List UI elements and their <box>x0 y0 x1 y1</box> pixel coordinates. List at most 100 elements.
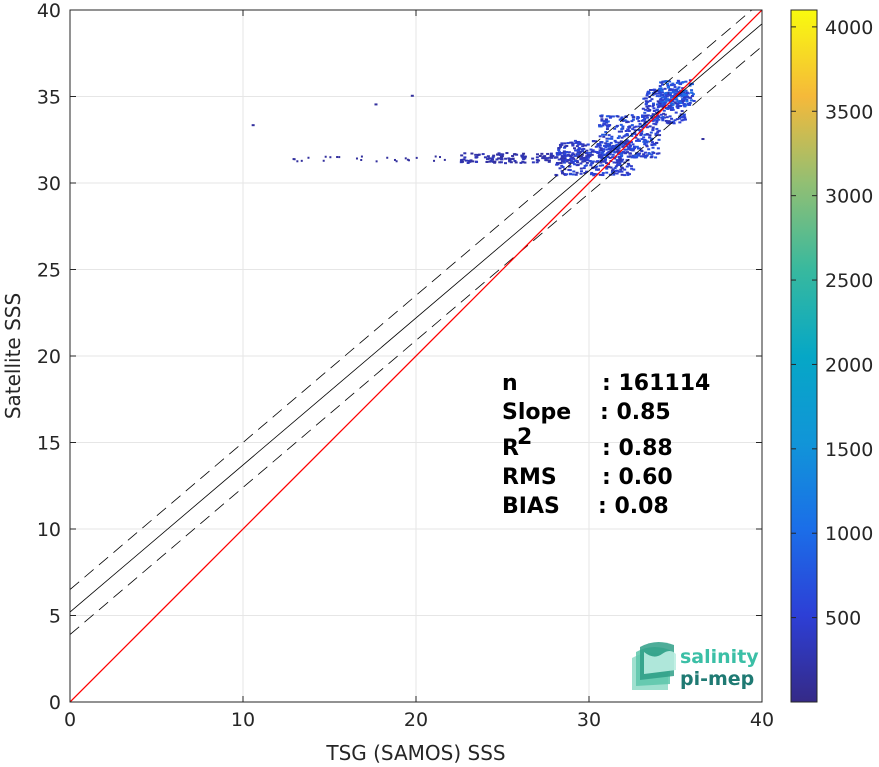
density-cell <box>670 96 674 99</box>
density-cell <box>680 119 684 122</box>
density-cell <box>623 148 627 151</box>
density-cell <box>656 131 660 134</box>
density-cell <box>627 143 631 146</box>
density-cell <box>531 157 535 160</box>
density-cell <box>563 173 567 176</box>
density-cell <box>684 104 688 107</box>
density-cell <box>655 121 659 124</box>
density-cell <box>611 153 615 156</box>
density-cell <box>648 125 652 128</box>
density-cell <box>573 163 577 166</box>
stat-value: : 0.88 <box>602 436 673 461</box>
density-cell <box>610 171 614 174</box>
density-cell <box>660 89 664 92</box>
density-cell <box>692 99 696 102</box>
density-cell <box>677 102 681 105</box>
density-cell <box>641 107 645 110</box>
density-cell <box>404 157 407 160</box>
density-cell <box>605 115 609 118</box>
density-cell <box>439 156 442 159</box>
density-cell <box>657 95 661 98</box>
density-cell <box>560 142 564 145</box>
density-cell <box>612 146 616 149</box>
density-cell <box>669 108 673 111</box>
density-cell <box>656 130 660 133</box>
density-cell <box>499 154 503 157</box>
density-cell <box>661 99 665 102</box>
density-cell <box>666 84 670 87</box>
density-cell <box>571 143 575 146</box>
density-cell <box>594 168 598 171</box>
y-tick-label: 0 <box>49 692 61 714</box>
density-cell <box>664 80 668 83</box>
density-cell <box>608 145 612 148</box>
density-cell <box>688 82 692 85</box>
density-cell <box>588 160 592 163</box>
density-cell <box>293 158 296 161</box>
density-cell <box>688 101 692 104</box>
density-cell <box>501 153 505 156</box>
density-cell <box>585 161 589 164</box>
logo-line1: salinity <box>680 646 759 668</box>
density-cell <box>573 147 577 150</box>
y-tick-label: 20 <box>37 346 61 368</box>
colorbar-tick-label: 2000 <box>825 354 873 376</box>
density-cell <box>654 123 658 126</box>
density-cell <box>679 105 683 108</box>
density-cell <box>655 127 659 130</box>
density-cell <box>559 152 563 155</box>
density-cell <box>515 153 519 156</box>
density-cell <box>593 150 597 153</box>
density-cell <box>559 145 563 148</box>
density-cell <box>637 120 641 123</box>
density-cell <box>625 148 629 151</box>
density-cell <box>568 165 572 168</box>
density-cell <box>643 143 647 146</box>
density-cell <box>575 160 579 163</box>
density-cell <box>659 103 663 106</box>
density-cell <box>597 156 601 159</box>
density-cell <box>623 168 627 171</box>
density-cell <box>554 156 558 159</box>
density-cell <box>662 103 666 106</box>
density-cell <box>582 167 586 170</box>
density-cell <box>619 123 623 126</box>
density-cell <box>564 151 568 154</box>
density-cell <box>628 152 632 155</box>
density-cell <box>615 150 619 153</box>
density-cell <box>654 132 658 135</box>
density-cell <box>668 89 672 92</box>
density-cell <box>581 143 585 146</box>
x-axis-ticks: 0 10 20 30 40 <box>64 10 774 731</box>
density-cell <box>602 160 606 163</box>
density-cell <box>701 138 705 141</box>
density-cell <box>541 157 545 160</box>
density-cell <box>549 153 553 156</box>
density-cell <box>674 88 678 91</box>
density-cell <box>671 100 675 103</box>
density-cell <box>673 93 677 96</box>
density-cell <box>614 141 618 144</box>
density-cell <box>651 126 655 129</box>
density-cell <box>579 167 583 170</box>
density-cell <box>598 149 602 152</box>
density-cell <box>590 162 594 165</box>
density-cell <box>338 156 341 159</box>
density-cell <box>474 160 478 163</box>
density-cell <box>604 118 608 121</box>
density-cell <box>645 133 649 136</box>
density-cell <box>645 114 649 117</box>
density-cell <box>643 120 647 123</box>
density-cell <box>678 121 682 124</box>
density-cell <box>673 119 677 122</box>
density-cell <box>644 139 648 142</box>
density-cell <box>675 105 679 108</box>
density-cell <box>586 159 590 162</box>
density-cell <box>603 159 607 162</box>
density-cell <box>615 169 619 172</box>
density-cell <box>601 133 605 136</box>
density-cell <box>627 130 631 133</box>
density-cell <box>624 142 628 145</box>
density-cell <box>606 152 610 155</box>
density-cell <box>658 134 662 137</box>
